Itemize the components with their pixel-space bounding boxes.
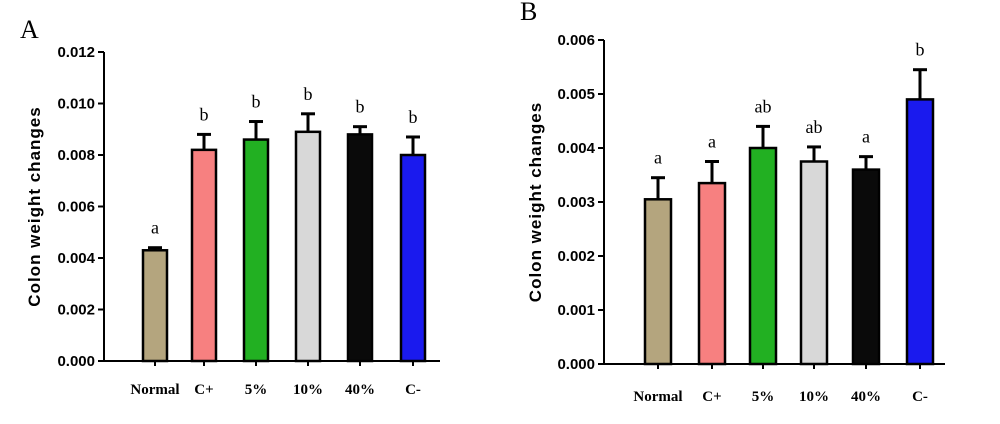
panel-b-category-label: 5% bbox=[752, 389, 775, 405]
panel-a-category-label: 40% bbox=[345, 382, 375, 398]
panel-b-label: B bbox=[520, 0, 537, 26]
panel-a-bar bbox=[190, 148, 218, 363]
panel-b-y-tick-label: 0.003 bbox=[557, 194, 595, 211]
panel-a-category-label: 10% bbox=[293, 382, 323, 398]
panel-a-y-tick-label: 0.006 bbox=[57, 199, 95, 216]
panel-a-y-tick-label: 0.002 bbox=[57, 302, 95, 319]
panel-b-bar bbox=[643, 198, 673, 366]
panel-a-bar bbox=[141, 249, 169, 363]
panel-b-category-label: 10% bbox=[799, 389, 829, 405]
panel-b-category-label: Normal bbox=[633, 389, 682, 405]
panel-a-label: A bbox=[20, 15, 39, 44]
panel-a-significance-label: b bbox=[409, 107, 418, 127]
panel-a-y-tick-label: 0.012 bbox=[57, 44, 95, 61]
panel-a-significance-label: b bbox=[304, 84, 313, 104]
panel-a-significance-label: b bbox=[200, 104, 209, 124]
panel-b-category-label: C- bbox=[912, 389, 928, 405]
panel-b-bar bbox=[748, 146, 778, 366]
panel-a-y-axis-title: Colon weight changes bbox=[25, 106, 44, 306]
panel-a-bar bbox=[242, 138, 270, 363]
panel-a-y-tick-label: 0.008 bbox=[57, 147, 95, 164]
panel-b-y-axis-title: Colon weight changes bbox=[526, 102, 545, 302]
panel-a-significance-label: b bbox=[356, 97, 365, 117]
panel-b-category-label: C+ bbox=[702, 389, 721, 405]
panel-b-significance-label: a bbox=[862, 127, 870, 147]
panel-b-bar bbox=[697, 181, 727, 366]
panel-b-significance-label: b bbox=[916, 40, 925, 60]
panel-b-y-tick-label: 0.000 bbox=[557, 356, 595, 373]
panel-b-y-tick-label: 0.001 bbox=[557, 302, 595, 319]
panel-a-category-label: Normal bbox=[130, 382, 179, 398]
panel-a-bar bbox=[399, 153, 427, 363]
panel-a-category-label: C- bbox=[405, 382, 421, 398]
panel-a-y-tick-label: 0.010 bbox=[57, 96, 95, 113]
panel-a-bar bbox=[294, 130, 322, 363]
panel-b-significance-label: ab bbox=[806, 117, 823, 137]
panel-b-bar bbox=[851, 168, 881, 366]
panel-b-bar bbox=[799, 160, 829, 366]
panel-a-y-tick-label: 0.000 bbox=[57, 353, 95, 370]
panel-b-y-tick-label: 0.002 bbox=[557, 248, 595, 265]
panel-a-category-label: 5% bbox=[245, 382, 268, 398]
panel-b-bar bbox=[905, 98, 935, 366]
panel-a-bar bbox=[346, 133, 374, 363]
panel-b-significance-label: ab bbox=[755, 96, 772, 116]
panel-a-category-label: C+ bbox=[194, 382, 213, 398]
panel-b-y-tick-label: 0.006 bbox=[557, 32, 595, 49]
panel-a-y-tick-label: 0.004 bbox=[57, 250, 95, 267]
panel-b-y-tick-label: 0.005 bbox=[557, 86, 595, 103]
panel-a-significance-label: b bbox=[252, 92, 261, 112]
panel-b-significance-label: a bbox=[708, 132, 716, 152]
panel-b-significance-label: a bbox=[654, 148, 662, 168]
panel-a-significance-label: a bbox=[151, 218, 159, 238]
panel-b-category-label: 40% bbox=[851, 389, 881, 405]
panel-b-y-tick-label: 0.004 bbox=[557, 140, 595, 157]
